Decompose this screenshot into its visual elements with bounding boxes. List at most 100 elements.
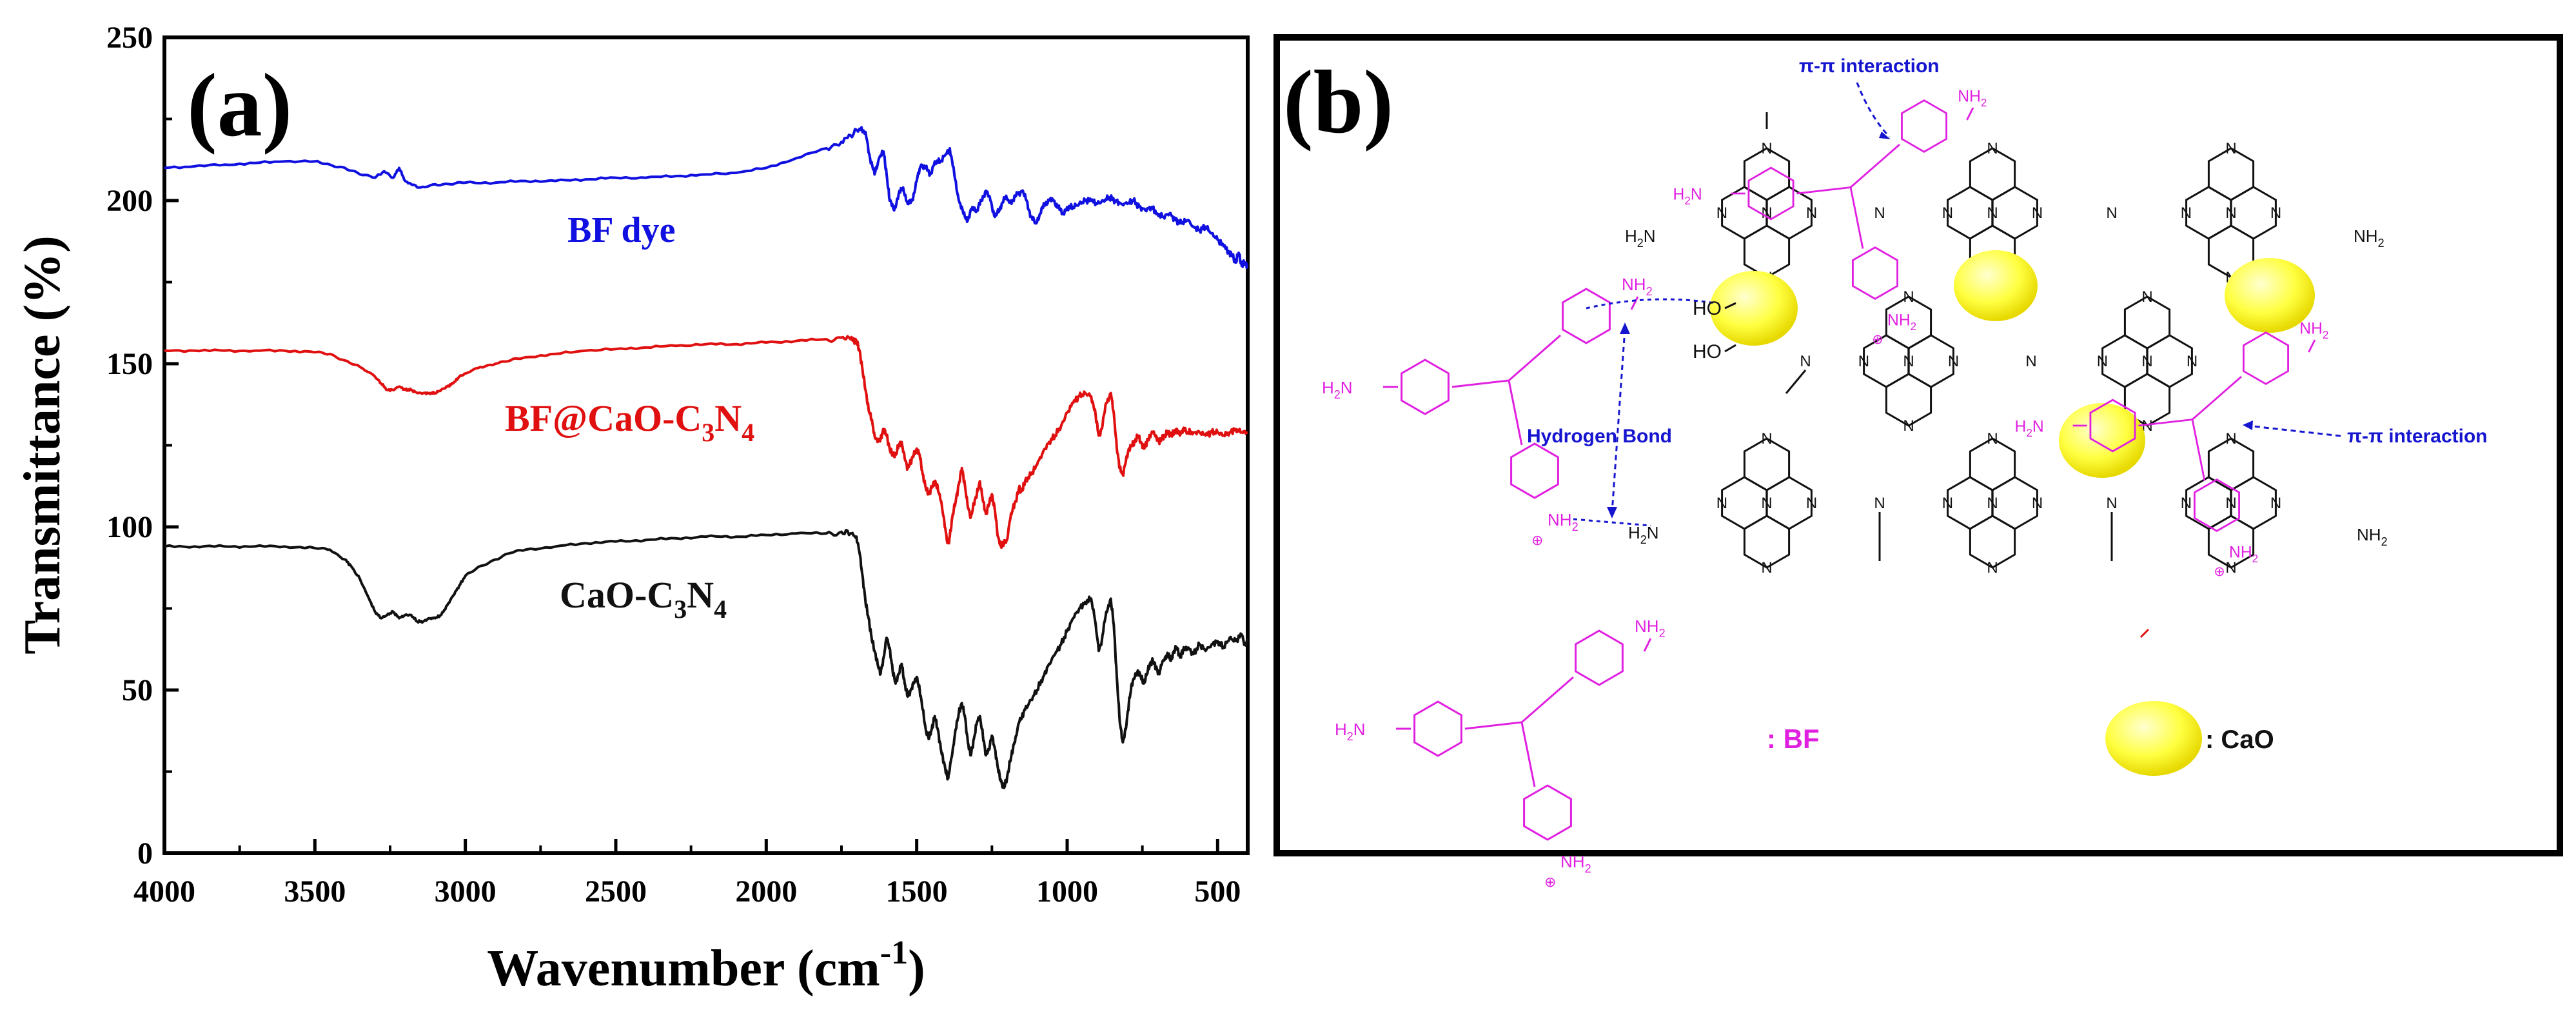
series-line-2 — [164, 529, 1249, 789]
cao-ball — [2059, 403, 2145, 478]
triazine-ring — [1743, 147, 1791, 201]
nitrogen-atom: N — [1948, 353, 1959, 370]
dye-amine-group: NH2 — [2299, 321, 2328, 342]
x-tick-label: 3500 — [284, 874, 346, 909]
pi-interaction-label-right: π-π interaction — [2347, 426, 2488, 447]
series-line-0 — [164, 126, 1249, 270]
nitrogen-atom: N — [1987, 204, 1998, 222]
triazine-ring — [2207, 437, 2255, 491]
dye-amine-group: NH2 — [2229, 544, 2258, 565]
nitrogen-atom: N — [1761, 495, 1772, 512]
dye-amine-group: H2N — [2015, 419, 2044, 440]
cao-ball — [1954, 250, 2038, 321]
nitrogen-atom: N — [1761, 559, 1772, 577]
hydroxyl-group: HO — [1693, 341, 1722, 362]
nitrogen-atom: N — [2270, 204, 2281, 222]
panel-label-a: (a) — [187, 55, 292, 155]
bf-dye-adsorbed-left: H2N NH2 NH2 ⊕ — [1322, 275, 1653, 548]
dye-amine-group: H2N — [1673, 186, 1702, 208]
dye-bonds — [1731, 107, 1974, 249]
nitrogen-atom: N — [2141, 353, 2152, 370]
arrowhead — [1620, 322, 1630, 334]
diagram-frame — [1273, 34, 2563, 856]
methyl-bond — [1785, 370, 1807, 394]
positive-charge: ⊕ — [2214, 564, 2225, 579]
y-tick-label: 150 — [106, 347, 153, 381]
heptazine-unit: N N N N N — [2097, 288, 2198, 435]
dye-bonds — [1383, 296, 1639, 446]
hydroxyl-group: HO — [1693, 298, 1722, 319]
y-tick-label: 200 — [106, 184, 153, 218]
series-lines — [164, 126, 1249, 789]
dye-amine-group: NH2 — [1560, 852, 1591, 875]
triazine-ring — [2123, 373, 2171, 427]
nitrogen-atom: N — [1987, 495, 1998, 512]
nitrogen-atom: N — [1942, 495, 1953, 512]
panel-label-b: (b) — [1283, 52, 1393, 152]
panel-a-chart: 4000 3500 3000 2500 2000 1500 1000 500 0 50 100 150… — [14, 21, 1250, 997]
triazine-ring — [1969, 437, 2016, 491]
amine-group: NH2 — [2354, 226, 2384, 250]
triazine-ring — [1885, 373, 1932, 427]
heptazine-unit: N N N N N — [1858, 288, 1960, 435]
legend-bf-label: : BF — [1767, 724, 1820, 754]
dye-amine-group: H2N — [1322, 378, 1353, 401]
hydrogen-bond-arrow — [1611, 328, 1626, 513]
benzene-ring — [1747, 166, 1794, 221]
nitrogen-atom: N — [2187, 353, 2197, 370]
benzene-ring — [1851, 246, 1899, 301]
y-tick-label: 100 — [106, 510, 153, 544]
benzene-ring — [1562, 288, 1611, 344]
bf-dye-stacked-right: H2N NH2 NH2 ⊕ — [2015, 321, 2329, 579]
nitrogen-atom: N — [2141, 288, 2152, 306]
series-label-cao-c3n4: CaO-C3N4 — [560, 574, 727, 624]
nitrogen-atom: N — [2225, 559, 2236, 577]
heptazine-unit: N N N N N — [2181, 430, 2282, 577]
x-tick-label: 4000 — [133, 874, 195, 909]
positive-charge: ⊕ — [1544, 874, 1556, 890]
positive-charge: ⊕ — [1872, 332, 1883, 347]
triazine-ring — [2207, 515, 2255, 569]
nitrogen-atom: N — [2225, 204, 2236, 222]
hydrogen-bond-dash — [1586, 298, 1716, 310]
x-tick-label: 3000 — [435, 874, 497, 909]
axis-tick-labels: 4000 3500 3000 2500 2000 1500 1000 500 0 50 100 150… — [106, 21, 1241, 909]
triazine-ring — [2207, 147, 2255, 201]
nitrogen-atom: N — [1987, 430, 1998, 448]
y-tick-label: 0 — [137, 836, 153, 871]
benzene-ring — [2089, 399, 2136, 453]
nitrogen-atom: N — [2106, 495, 2117, 512]
dye-amine-group: NH2 — [1958, 88, 1987, 110]
heptazine-unit: N N N N N — [1942, 430, 2043, 577]
hydrogen-bond-dash — [1573, 518, 1651, 527]
triazine-ring — [1743, 515, 1791, 569]
nitrogen-atom: N — [2106, 204, 2117, 222]
amine-group: H2N — [1628, 523, 1659, 546]
legend-cao-label: : CaO — [2205, 726, 2274, 754]
nitrogen-atom: N — [2225, 495, 2236, 512]
pi-interaction-arrow-top — [1856, 82, 1891, 138]
y-tick-label: 50 — [122, 673, 153, 707]
benzene-ring — [1413, 700, 1462, 757]
x-tick-label: 1000 — [1036, 874, 1098, 909]
nitrogen-atom: N — [1903, 417, 1914, 435]
triazine-ring — [1969, 515, 2016, 569]
y-tick-label: 250 — [106, 21, 153, 55]
dye-bonds — [1396, 638, 1652, 787]
hydroxyl-bond — [1724, 302, 1736, 353]
nitrogen-atom: N — [2270, 495, 2281, 512]
nitrogen-atom: N — [2181, 495, 2192, 512]
triazine-ring — [1969, 147, 2016, 201]
benzene-ring — [2193, 478, 2241, 533]
nitrogen-atom: N — [1800, 353, 1811, 370]
nitrogen-atom: N — [2025, 353, 2036, 370]
nitrogen-atom: N — [1942, 204, 1953, 222]
arrowhead — [1879, 132, 1891, 139]
nitrogen-atom: N — [2181, 204, 2192, 222]
nitrogen-atom: N — [1716, 204, 1727, 222]
stray-mark — [2139, 628, 2150, 638]
nitrogen-atom: N — [1806, 204, 1817, 222]
